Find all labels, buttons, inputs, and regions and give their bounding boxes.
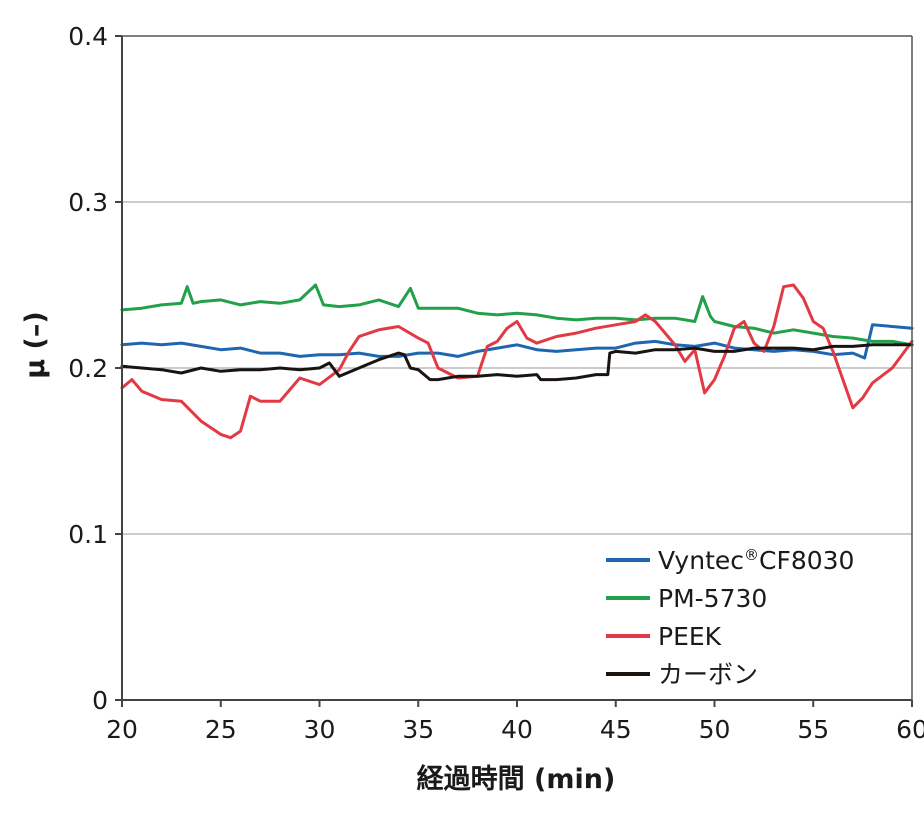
x-tick-label-1: 25 [205, 715, 237, 744]
y-tick-label-2: 0.2 [68, 354, 108, 383]
legend-label-1: PM-5730 [658, 584, 767, 613]
x-tick-label-0: 20 [106, 715, 138, 744]
y-axis-title: μ (–) [20, 311, 51, 378]
legend-label-3: カーボン [658, 660, 758, 689]
series-line-1 [120, 283, 914, 347]
series-line-2 [120, 283, 914, 440]
legend-label-0: Vyntec®CF8030 [658, 546, 854, 575]
tick-labels: 0 0.1 0.2 0.3 0.4 20 25 30 35 40 45 50 55 60 [68, 22, 924, 744]
x-axis-title: 経過時間 (min) [417, 763, 616, 795]
axes [115, 35, 913, 707]
x-tick-label-2: 30 [304, 715, 336, 744]
x-tick-label-6: 50 [699, 715, 731, 744]
y-tick-label-4: 0.4 [68, 22, 108, 51]
series-lines [120, 283, 914, 440]
x-tick-label-4: 40 [501, 715, 533, 744]
y-tick-label-3: 0.3 [68, 188, 108, 217]
gridlines [122, 201, 912, 535]
series-line-0 [120, 323, 914, 360]
series-line-3 [120, 343, 914, 382]
x-tick-label-7: 55 [797, 715, 829, 744]
y-tick-label-0: 0 [92, 686, 108, 715]
legend-label-2: PEEK [658, 622, 722, 651]
x-tick-label-3: 35 [402, 715, 434, 744]
legend: Vyntec®CF8030 PM-5730 PEEK カーボン [606, 546, 854, 689]
x-tick-label-8: 60 [896, 715, 924, 744]
y-tick-label-1: 0.1 [68, 520, 108, 549]
x-tick-label-5: 45 [600, 715, 632, 744]
